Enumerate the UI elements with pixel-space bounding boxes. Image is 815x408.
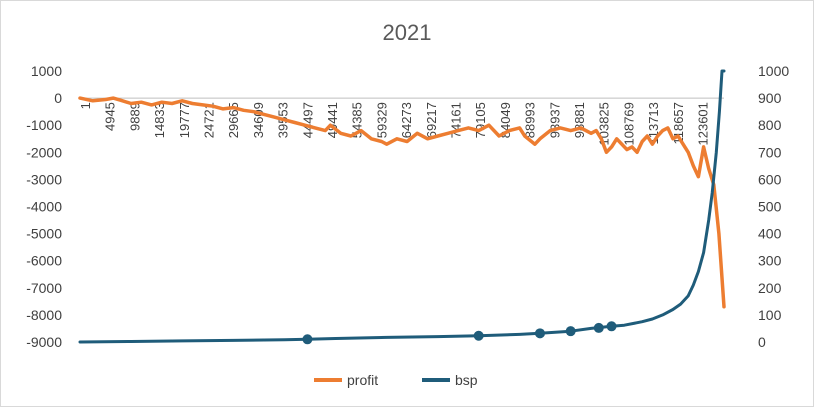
x-tick-label: 9889: [127, 102, 142, 131]
left-y-tick-label: 1000: [31, 63, 62, 79]
x-tick-label: 103825: [597, 102, 612, 145]
left-y-tick-label: -4000: [26, 199, 62, 215]
right-y-tick-label: 1000: [758, 63, 789, 79]
x-tick-label: 59329: [374, 102, 389, 138]
x-tick-label: 4945: [103, 102, 118, 131]
right-y-tick-label: 800: [758, 117, 782, 133]
series-marker-bsp: [534, 328, 545, 339]
plot-area: [78, 69, 726, 345]
left-y-tick-label: 0: [54, 90, 62, 106]
x-tick-label: 19777: [177, 102, 192, 138]
right-y-tick-label: 600: [758, 171, 782, 187]
legend-label-profit: profit: [347, 372, 378, 388]
series-marker-bsp: [565, 326, 576, 337]
x-tick-label: 29665: [226, 102, 241, 138]
left-y-tick-label: -3000: [26, 171, 62, 187]
x-tick-label: 34609: [251, 102, 266, 138]
series-marker-bsp: [606, 321, 617, 332]
left-y-tick-label: -9000: [26, 334, 62, 350]
right-y-tick-label: 300: [758, 253, 782, 269]
left-y-tick-label: -8000: [26, 307, 62, 323]
x-tick-label: 118657: [671, 102, 686, 144]
x-tick-label: 88993: [523, 102, 538, 138]
x-tick-label: 1: [78, 102, 93, 109]
right-y-tick-label: 500: [758, 199, 782, 215]
left-y-tick-label: -1000: [26, 117, 62, 133]
right-y-tick-label: 900: [758, 90, 782, 106]
x-tick-label: 24721: [202, 102, 217, 138]
x-tick-label: 14833: [152, 102, 167, 138]
x-tick-label: 69217: [424, 102, 439, 138]
legend-label-bsp: bsp: [455, 372, 478, 388]
left-y-tick-label: -6000: [26, 253, 62, 269]
x-tick-label: 108769: [621, 102, 636, 145]
x-tick-label: 64273: [399, 102, 414, 138]
series-marker-bsp: [473, 330, 484, 341]
right-y-tick-label: 200: [758, 280, 782, 296]
right-y-tick-label: 0: [758, 334, 766, 350]
x-tick-label: 123601: [696, 102, 711, 145]
x-tick-label: 44497: [300, 102, 315, 138]
right-y-tick-label: 400: [758, 226, 782, 242]
series-line-profit: [78, 96, 726, 309]
x-tick-label: 98881: [572, 102, 587, 138]
left-y-tick-label: -5000: [26, 226, 62, 242]
left-y-axis: 1000 0 -1000 -2000 -3000 -4000 -5000 -6000 -7000…: [26, 63, 62, 350]
right-y-tick-label: 700: [758, 144, 782, 160]
right-y-tick-label: 100: [758, 307, 782, 323]
left-y-tick-label: -7000: [26, 280, 62, 296]
chart-title: 2021: [383, 20, 432, 45]
left-y-tick-label: -2000: [26, 144, 62, 160]
series-marker-bsp: [302, 334, 313, 345]
series-marker-bsp: [593, 322, 604, 333]
legend: profit bsp: [314, 372, 478, 388]
x-tick-label: 79105: [473, 102, 488, 138]
